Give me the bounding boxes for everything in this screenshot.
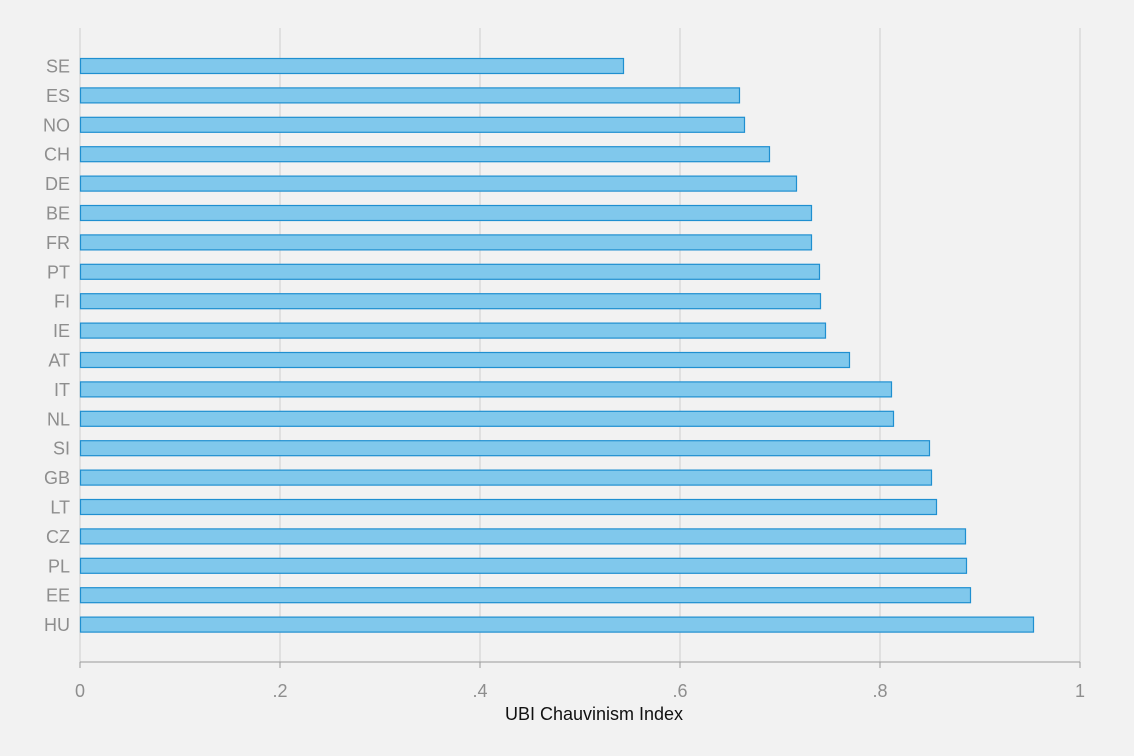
category-label-gb: GB (44, 468, 70, 488)
category-label-de: DE (45, 174, 70, 194)
category-labels: SE ES NO CH DE BE FR PT FI IE AT IT NL SI GB LT CZ PL EE HU (43, 57, 70, 636)
x-tick-label-3: .6 (672, 681, 687, 701)
bar-ie (79, 322, 827, 339)
category-label-ie: IE (53, 321, 70, 341)
bar-gb (79, 469, 933, 486)
x-tick-label-0: 0 (75, 681, 85, 701)
bar-hu (79, 616, 1035, 633)
gridlines (79, 28, 1081, 662)
bar-lt (79, 498, 938, 516)
category-label-be: BE (46, 204, 70, 224)
bar-si (79, 440, 931, 457)
bar-it (79, 381, 893, 398)
category-label-ee: EE (46, 586, 70, 606)
bar-fr (79, 234, 813, 251)
category-label-pl: PL (48, 556, 70, 576)
category-label-lt: LT (50, 498, 70, 518)
bar-at (79, 351, 851, 369)
bar-ch (79, 146, 771, 163)
bars (79, 57, 1035, 633)
category-label-fr: FR (46, 233, 70, 253)
bar-es (79, 87, 741, 104)
category-label-it: IT (54, 380, 70, 400)
bar-nl (79, 410, 895, 427)
x-axis: 0 .2 .4 .6 .8 1 (75, 661, 1085, 701)
bar-cz (79, 528, 967, 545)
category-label-se: SE (46, 57, 70, 77)
bar-ee (79, 587, 972, 604)
x-axis-title: UBI Chauvinism Index (505, 704, 683, 724)
x-tick-label-2: .4 (472, 681, 487, 701)
x-tick-label-5: 1 (1075, 681, 1085, 701)
bar-se (79, 57, 625, 75)
x-tick-label-4: .8 (872, 681, 887, 701)
bar-de (79, 175, 798, 192)
category-label-ch: CH (44, 145, 70, 165)
category-label-cz: CZ (46, 527, 70, 547)
category-label-no: NO (43, 115, 70, 135)
category-label-si: SI (53, 439, 70, 459)
category-label-fi: FI (54, 292, 70, 312)
category-label-at: AT (48, 351, 70, 371)
bar-no (79, 116, 746, 133)
category-label-es: ES (46, 86, 70, 106)
bar-pt (79, 263, 821, 280)
bar-fi (79, 293, 822, 310)
bar-pl (79, 557, 968, 574)
category-label-nl: NL (47, 409, 70, 429)
x-tick-label-1: .2 (272, 681, 287, 701)
category-label-pt: PT (47, 262, 70, 282)
category-label-hu: HU (44, 615, 70, 635)
bar-be (79, 204, 813, 222)
